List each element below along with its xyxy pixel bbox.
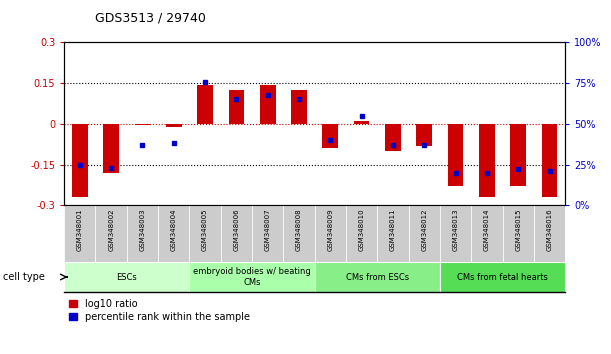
- Bar: [95, 205, 127, 262]
- Bar: [378, 205, 409, 262]
- Bar: [291, 90, 307, 124]
- Bar: [229, 90, 244, 124]
- Bar: [189, 205, 221, 262]
- Bar: [448, 124, 463, 186]
- Text: GDS3513 / 29740: GDS3513 / 29740: [95, 12, 205, 25]
- Bar: [166, 124, 181, 127]
- Legend: log10 ratio, percentile rank within the sample: log10 ratio, percentile rank within the …: [69, 299, 249, 321]
- Text: cell type: cell type: [3, 272, 45, 282]
- Bar: [542, 124, 557, 197]
- Text: GSM348013: GSM348013: [453, 208, 459, 251]
- Bar: [510, 124, 526, 186]
- Text: CMs from ESCs: CMs from ESCs: [346, 273, 409, 281]
- Bar: [440, 262, 565, 292]
- Bar: [64, 205, 95, 262]
- Bar: [197, 85, 213, 124]
- Bar: [346, 205, 378, 262]
- Bar: [440, 205, 471, 262]
- Bar: [409, 205, 440, 262]
- Text: GSM348002: GSM348002: [108, 208, 114, 251]
- Text: GSM348008: GSM348008: [296, 208, 302, 251]
- Text: GSM348007: GSM348007: [265, 208, 271, 251]
- Text: GSM348010: GSM348010: [359, 208, 365, 251]
- Bar: [158, 205, 189, 262]
- Text: GSM348012: GSM348012: [421, 208, 427, 251]
- Bar: [417, 124, 432, 145]
- Text: GSM348015: GSM348015: [515, 208, 521, 251]
- Text: GSM348014: GSM348014: [484, 208, 490, 251]
- Text: GSM348011: GSM348011: [390, 208, 396, 251]
- Bar: [72, 124, 87, 197]
- Text: GSM348006: GSM348006: [233, 208, 240, 251]
- Bar: [315, 205, 346, 262]
- Bar: [252, 205, 284, 262]
- Bar: [534, 205, 565, 262]
- Bar: [385, 124, 401, 151]
- Bar: [315, 262, 440, 292]
- Bar: [64, 262, 189, 292]
- Bar: [103, 124, 119, 173]
- Bar: [189, 262, 315, 292]
- Text: GSM348004: GSM348004: [170, 208, 177, 251]
- Bar: [127, 205, 158, 262]
- Text: embryoid bodies w/ beating
CMs: embryoid bodies w/ beating CMs: [193, 267, 311, 287]
- Bar: [134, 124, 150, 125]
- Text: GSM348005: GSM348005: [202, 208, 208, 251]
- Bar: [503, 205, 534, 262]
- Text: ESCs: ESCs: [117, 273, 137, 281]
- Text: GSM348016: GSM348016: [546, 208, 552, 251]
- Text: CMs from fetal hearts: CMs from fetal hearts: [457, 273, 548, 281]
- Text: GSM348009: GSM348009: [327, 208, 334, 251]
- Bar: [221, 205, 252, 262]
- Bar: [354, 121, 370, 124]
- Bar: [260, 85, 276, 124]
- Text: GSM348003: GSM348003: [139, 208, 145, 251]
- Bar: [471, 205, 503, 262]
- Bar: [284, 205, 315, 262]
- Text: GSM348001: GSM348001: [77, 208, 83, 251]
- Bar: [479, 124, 495, 197]
- Bar: [323, 124, 338, 148]
